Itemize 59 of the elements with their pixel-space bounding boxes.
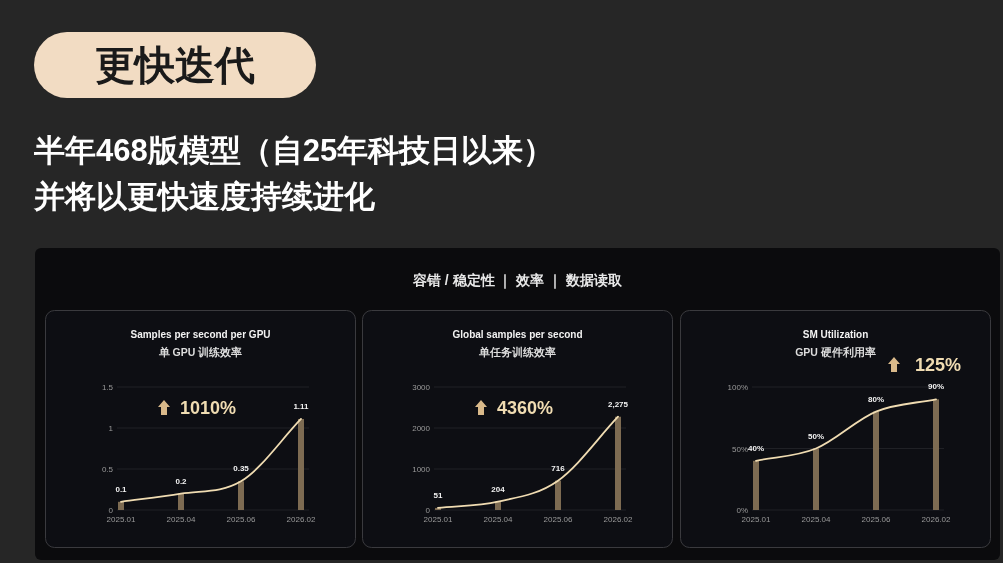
y-tick-label: 50% (731, 444, 748, 454)
annotation: 1010% (179, 398, 237, 418)
data-label: 0.1 (115, 484, 128, 494)
data-label: 0.35 (233, 464, 250, 474)
bar (933, 399, 939, 510)
data-label: 51 (433, 490, 443, 500)
bar (495, 501, 501, 510)
x-tick-label: 2025.04 (483, 515, 514, 524)
x-tick-label: 2025.01 (106, 515, 137, 524)
y-tick-label: 0 (425, 506, 431, 515)
x-tick-label: 2026.02 (286, 515, 317, 524)
chart-subtitle: 单 GPU 训练效率 (157, 346, 243, 358)
data-label: 80% (867, 394, 885, 404)
data-label: 1.11 (293, 401, 310, 411)
x-tick-label: 2025.06 (226, 515, 257, 524)
text: 容错 / 稳定性 ｜ 效率 ｜ 数据读取 (411, 272, 624, 290)
chart-subtitle: 单任务训练效率 (478, 346, 556, 358)
y-tick-label: 1000 (412, 465, 431, 474)
data-label: 50% (807, 431, 825, 441)
text: 并将以更快速度持续进化 (34, 178, 375, 216)
bar (813, 448, 819, 510)
y-tick-label: 0% (736, 506, 748, 515)
bar (238, 481, 244, 510)
data-label: 40% (747, 443, 765, 453)
data-label: 2,275 (607, 399, 629, 409)
bar (873, 411, 879, 510)
y-tick-label: 0 (108, 506, 114, 515)
chart-title: Samples per second per GPU (130, 329, 271, 340)
x-tick-label: 2025.04 (166, 515, 197, 524)
x-tick-label: 2025.01 (741, 515, 772, 524)
data-label: 0.2 (175, 476, 188, 486)
annotation: 4360% (496, 398, 554, 418)
bar (555, 480, 561, 510)
bar (615, 416, 621, 510)
chart-title: Global samples per second (452, 329, 583, 340)
bar (118, 501, 124, 510)
x-tick-label: 2026.02 (921, 515, 952, 524)
data-label: 90% (927, 382, 945, 392)
bar (753, 460, 759, 510)
x-tick-label: 2025.04 (801, 515, 832, 524)
x-tick-label: 2026.02 (603, 515, 634, 524)
x-tick-label: 2025.01 (423, 515, 454, 524)
chart-subtitle: GPU 硬件利用率 (795, 346, 876, 358)
text: 125% (914, 355, 962, 375)
text: 半年468版模型（自25年科技日以来） (34, 132, 555, 170)
x-tick-label: 2025.06 (861, 515, 892, 524)
chart-title: SM Utilization (802, 329, 869, 340)
data-label: 204 (491, 484, 506, 494)
x-tick-label: 2025.06 (543, 515, 574, 524)
data-label: 716 (551, 463, 566, 473)
bar (178, 493, 184, 510)
bar (298, 418, 304, 510)
y-tick-label: 100% (727, 383, 748, 392)
y-tick-label: 1.5 (101, 383, 114, 392)
y-tick-label: 1 (108, 424, 114, 433)
y-tick-label: 0.5 (101, 465, 114, 474)
y-tick-label: 2000 (412, 424, 431, 433)
text: 更快迭代 (34, 32, 316, 98)
y-tick-label: 3000 (412, 383, 431, 392)
